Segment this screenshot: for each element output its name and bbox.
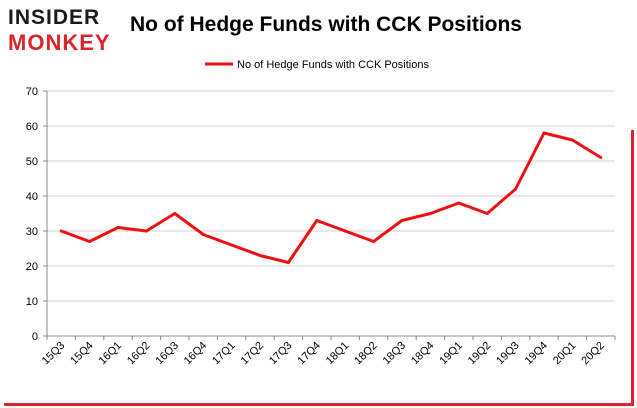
chart-title: No of Hedge Funds with CCK Positions (130, 13, 522, 36)
x-tick-label: 18Q2 (352, 340, 380, 368)
data-point (286, 261, 290, 264)
y-tick-label: 40 (26, 191, 38, 203)
x-tick-label: 18Q4 (409, 340, 437, 368)
x-tick-label: 16Q2 (125, 340, 153, 368)
x-tick-label: 18Q1 (324, 340, 352, 368)
data-point (457, 201, 461, 205)
x-tick-label: 16Q3 (153, 340, 181, 368)
data-point (485, 212, 489, 215)
gridlines (43, 90, 615, 337)
y-tick-label: 20 (26, 261, 38, 273)
legend: No of Hedge Funds with CCK Positions (205, 59, 429, 71)
x-tick-label: 17Q1 (210, 340, 238, 368)
y-tick-labels: 0 10 20 30 40 50 60 70 (26, 86, 38, 343)
data-point (343, 229, 347, 233)
data-point (542, 131, 546, 135)
data-point (258, 254, 262, 257)
data-point (59, 229, 63, 233)
y-tick-label: 30 (26, 226, 38, 238)
x-tick-label: 17Q3 (267, 340, 295, 368)
y-tick-label: 10 (26, 296, 38, 308)
x-tick-label: 15Q3 (40, 340, 68, 368)
bottom-border (4, 403, 634, 406)
y-tick-label: 50 (26, 156, 38, 168)
series-layer (59, 131, 603, 264)
x-tick-label: 20Q1 (551, 340, 579, 368)
series-line (60, 131, 602, 264)
x-tick-label: 19Q4 (523, 340, 551, 368)
data-point (428, 212, 432, 215)
axes (46, 91, 616, 340)
data-point (116, 226, 120, 229)
logo-text-top: INSIDER (8, 6, 101, 29)
logo-text-bottom: MONKEY (8, 30, 111, 55)
data-point (514, 187, 518, 191)
data-point (144, 229, 148, 233)
x-tick-label: 19Q2 (466, 340, 494, 368)
data-point (173, 212, 177, 215)
x-tick-label: 19Q1 (437, 340, 465, 368)
x-tick-label: 20Q2 (579, 340, 607, 368)
insider-monkey-logo: INSIDER MONKEY (8, 6, 120, 56)
x-tick-labels: 15Q3 15Q4 16Q1 16Q2 16Q3 16Q4 17Q1 17Q2 17Q3 17Q4… (40, 340, 607, 368)
right-border (631, 130, 634, 406)
x-tick-label: 15Q4 (68, 340, 96, 368)
y-tick-label: 60 (26, 121, 38, 133)
data-point (372, 240, 376, 243)
data-point (315, 219, 319, 222)
x-tick-label: 16Q4 (182, 340, 210, 368)
x-tick-label: 18Q3 (381, 340, 409, 368)
y-tick-label: 70 (26, 86, 38, 98)
x-tick-label: 17Q2 (239, 340, 267, 368)
data-point (230, 243, 234, 247)
data-point (570, 138, 574, 142)
legend-label: No of Hedge Funds with CCK Positions (237, 59, 429, 71)
x-tick-label: 17Q4 (295, 340, 323, 368)
data-point (599, 156, 603, 159)
data-point (400, 219, 404, 222)
x-tick-label: 16Q1 (97, 340, 125, 368)
x-tick-label: 19Q3 (494, 340, 522, 368)
data-point (201, 233, 205, 236)
y-tick-label: 0 (32, 331, 38, 343)
data-point (88, 240, 92, 243)
